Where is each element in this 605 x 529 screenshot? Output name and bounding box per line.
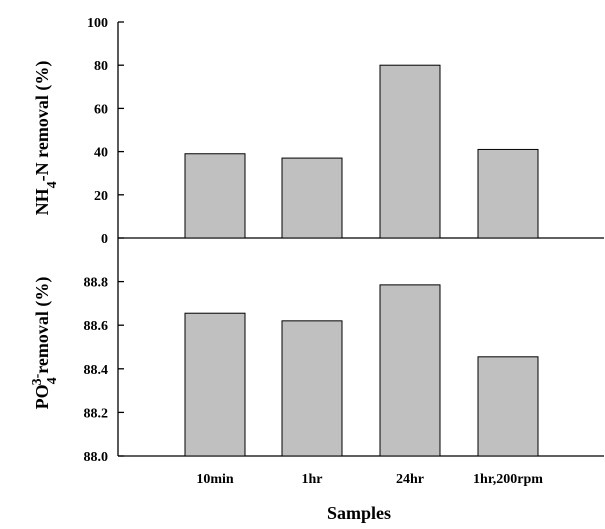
bar-1hr <box>281 157 343 239</box>
y-tick-label: 88.0 <box>84 450 109 465</box>
top-panel: 0 20 40 60 80 100 <box>87 16 604 247</box>
bottom-panel: 88.0 88.2 88.4 88.6 88.8 <box>84 238 604 465</box>
x-tick-label: 10min <box>196 472 234 487</box>
y-tick-label: 100 <box>87 16 108 31</box>
bar-10min <box>184 153 246 239</box>
bar-1hr <box>281 320 343 457</box>
bar-24hr <box>379 284 441 457</box>
y-tick-label: 80 <box>94 59 108 74</box>
x-axis-title: Samples <box>327 503 391 523</box>
x-tick-label: 24hr <box>396 472 424 487</box>
bar-1hr,200rpm <box>477 148 539 239</box>
y-tick-label: 60 <box>94 102 108 117</box>
y-tick-label: 20 <box>94 189 108 204</box>
y-tick-label: 0 <box>101 232 108 247</box>
y-axis-title: NH4-N removal (%) <box>32 61 60 216</box>
y-tick-label: 88.8 <box>84 276 109 291</box>
x-tick-label: 1hr <box>302 472 323 487</box>
y-tick-label: 88.4 <box>84 363 109 378</box>
y-tick-label: 88.2 <box>84 406 109 421</box>
bar-1hr,200rpm <box>477 356 539 457</box>
y-axis-title: PO43-removal (%) <box>30 277 60 410</box>
bar-24hr <box>379 64 441 239</box>
y-tick-label: 88.6 <box>84 319 109 334</box>
x-tick-label: 1hr,200rpm <box>473 472 543 487</box>
y-tick-label: 40 <box>94 146 108 161</box>
x-tick-labels: 10min 1hr 24hr 1hr,200rpm <box>196 472 543 487</box>
bar-10min <box>184 312 246 457</box>
y-axis-titles: NH4-N removal (%) PO43-removal (%) <box>30 61 60 410</box>
